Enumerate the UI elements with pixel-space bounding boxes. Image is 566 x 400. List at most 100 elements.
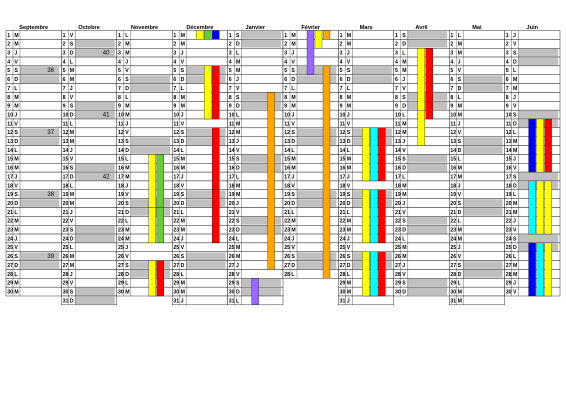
month-header: Juin	[527, 25, 539, 31]
event-bar	[417, 48, 425, 120]
weekday-letter: D	[402, 289, 406, 295]
weekday-letter: J	[181, 174, 184, 180]
day-number: 15	[7, 157, 13, 163]
weekday-letter: S	[70, 166, 74, 172]
week-number: 41	[103, 112, 110, 118]
day-number: 7	[173, 86, 176, 92]
weekday-letter: J	[291, 236, 294, 242]
day-number: 15	[173, 157, 179, 163]
weekend-shade	[20, 75, 60, 83]
weekend-shade	[407, 278, 448, 287]
day-number: 10	[506, 112, 512, 118]
day-number: 4	[450, 59, 453, 65]
day-number: 24	[395, 236, 401, 242]
day-number: 25	[229, 245, 235, 251]
weekday-letter: M	[125, 104, 129, 110]
weekend-shade	[407, 225, 448, 234]
day-number: 1	[173, 33, 176, 39]
weekday-letter: M	[291, 157, 295, 163]
day-number: 8	[395, 95, 398, 101]
weekend-shade	[130, 146, 171, 154]
day-number: 16	[450, 166, 456, 172]
weekday-letter: V	[347, 59, 351, 65]
weekday-letter: M	[458, 228, 462, 234]
day-number: 26	[340, 254, 346, 260]
weekday-letter: S	[458, 201, 462, 207]
weekday-letter: J	[347, 174, 350, 180]
weekday-letter: V	[14, 245, 18, 251]
weekday-letter: V	[70, 95, 74, 101]
day-number: 22	[506, 219, 512, 225]
event-bar	[528, 242, 536, 297]
day-number: 17	[229, 174, 235, 180]
month-header: Mars	[360, 25, 373, 31]
weekday-letter: D	[402, 104, 406, 110]
weekday-letter: M	[513, 77, 517, 83]
day-number: 24	[506, 236, 512, 242]
day-number: 28	[450, 272, 456, 278]
weekday-letter: M	[125, 174, 129, 180]
day-number: 26	[63, 254, 69, 260]
day-number: 9	[506, 104, 509, 110]
weekday-letter: J	[458, 121, 461, 127]
day-number: 6	[506, 77, 509, 83]
weekday-letter: V	[125, 130, 129, 136]
day-number: 8	[173, 95, 176, 101]
weekday-letter: M	[70, 263, 74, 269]
day-number: 18	[340, 183, 346, 189]
weekday-letter: M	[181, 104, 185, 110]
day-number: 29	[118, 281, 124, 287]
weekday-letter: M	[181, 281, 185, 287]
event-bar	[417, 110, 425, 146]
day-number: 30	[63, 289, 69, 295]
day-number: 3	[340, 51, 343, 57]
day-number: 1	[229, 33, 232, 39]
day-number: 23	[395, 228, 401, 234]
day-number: 12	[340, 130, 346, 136]
weekday-letter: D	[458, 210, 462, 216]
day-number: 3	[284, 51, 287, 57]
weekday-letter: J	[14, 51, 17, 57]
weekday-letter: D	[291, 139, 295, 145]
weekday-letter: D	[14, 201, 18, 207]
weekday-letter: D	[291, 77, 295, 83]
weekday-letter: J	[70, 86, 73, 92]
day-number: 9	[395, 104, 398, 110]
weekday-letter: M	[347, 95, 351, 101]
weekday-letter: L	[458, 157, 462, 163]
day-number: 19	[7, 192, 13, 198]
day-number: 30	[7, 289, 13, 295]
day-number: 11	[173, 121, 179, 127]
weekday-letter: S	[70, 104, 74, 110]
day-number: 25	[340, 245, 346, 251]
event-bar	[322, 65, 331, 279]
day-number: 15	[118, 157, 124, 163]
day-number: 18	[395, 183, 401, 189]
weekday-letter: L	[347, 272, 351, 278]
day-number: 6	[395, 77, 398, 83]
day-number: 3	[395, 51, 398, 57]
weekday-letter: V	[291, 59, 295, 65]
weekday-letter: D	[347, 139, 351, 145]
weekday-letter: J	[347, 236, 350, 242]
weekday-letter: V	[402, 272, 406, 278]
day-number: 24	[63, 236, 69, 242]
weekday-letter: V	[347, 121, 351, 127]
day-number: 20	[229, 201, 235, 207]
weekday-letter: D	[402, 228, 406, 234]
day-number: 2	[229, 42, 232, 48]
month-header: Février	[301, 25, 320, 31]
day-number: 16	[395, 166, 401, 172]
weekend-shade	[297, 199, 337, 207]
day-number: 16	[63, 166, 69, 172]
day-number: 6	[63, 77, 66, 83]
weekday-letter: M	[458, 236, 462, 242]
weekday-letter: L	[458, 95, 462, 101]
weekday-letter: M	[347, 42, 351, 48]
day-number: 17	[118, 174, 124, 180]
day-number: 23	[173, 228, 179, 234]
weekday-letter: M	[347, 228, 351, 234]
day-number: 18	[506, 183, 512, 189]
weekday-letter: M	[291, 166, 295, 172]
